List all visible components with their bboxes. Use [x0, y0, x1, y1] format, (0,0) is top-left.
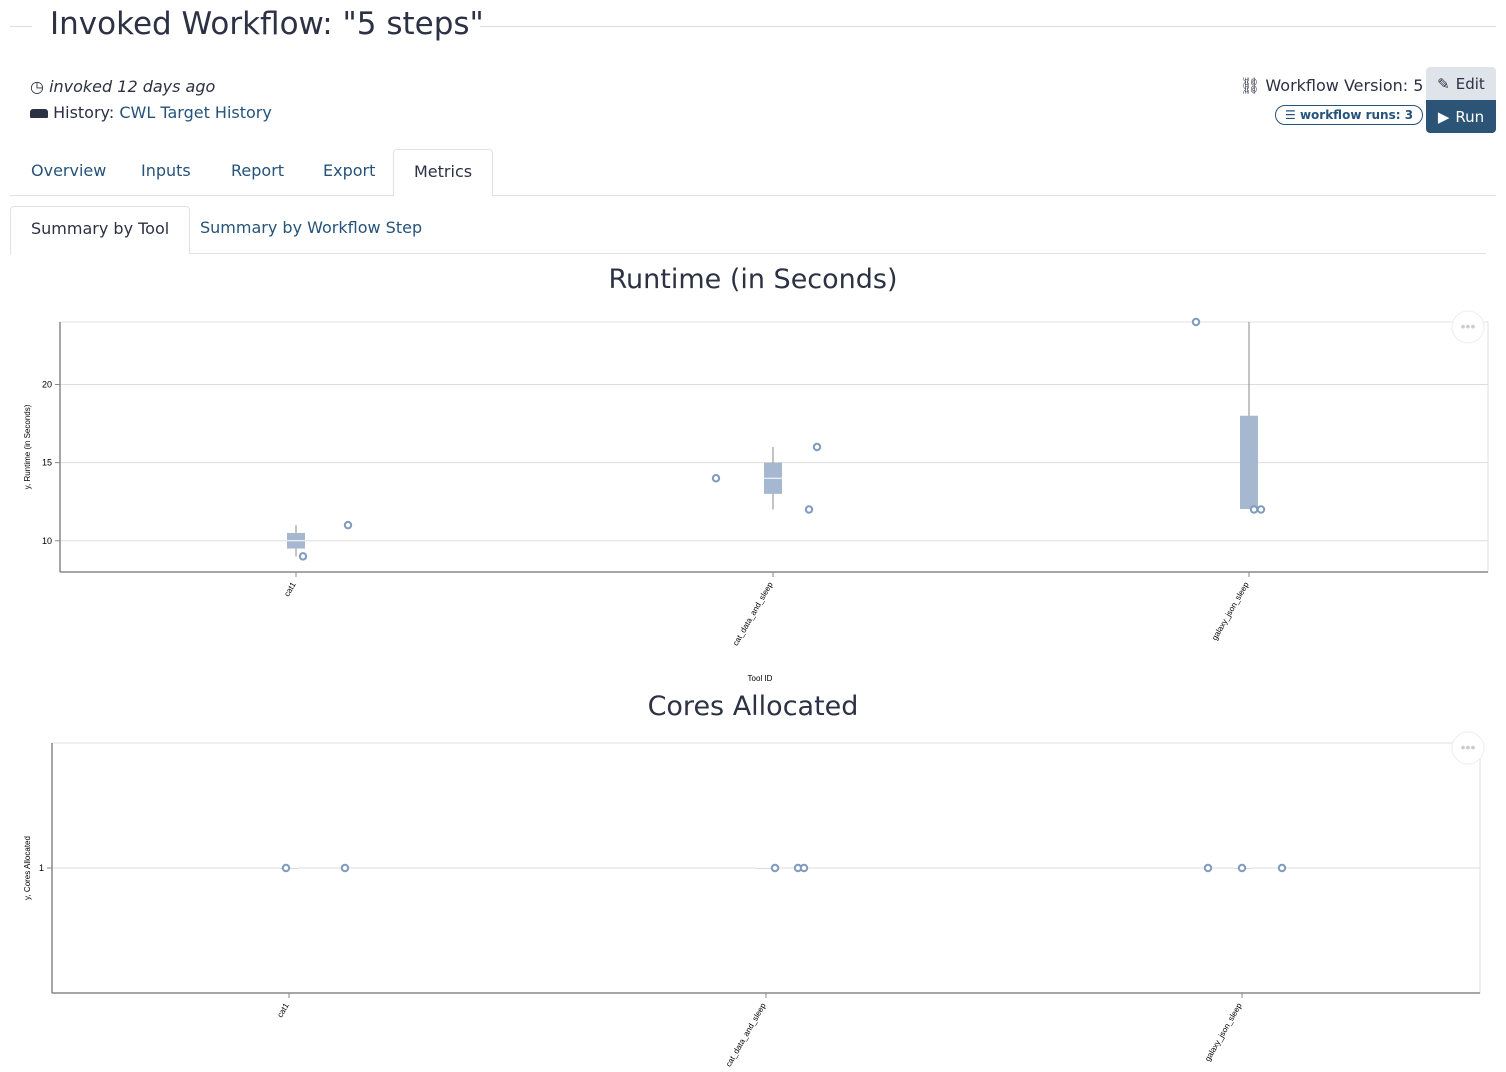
data-point: [1277, 863, 1287, 873]
runs-text: workflow runs: 3: [1299, 108, 1414, 122]
chart-menu-button[interactable]: [1451, 310, 1485, 344]
history-link[interactable]: CWL Target History: [119, 103, 272, 122]
x-tick-label: galaxy_json_sleep: [1210, 580, 1251, 642]
more-icon: •••: [1461, 739, 1476, 755]
chart-menu-button[interactable]: [1451, 731, 1485, 765]
divider: [10, 26, 32, 27]
data-point: [1249, 505, 1259, 514]
sitemap-icon: ⛓: [1240, 76, 1261, 95]
edit-icon: ✎: [1437, 74, 1450, 93]
subtabs-border: [10, 253, 1486, 254]
tab-export[interactable]: Export: [323, 161, 376, 180]
tab-report[interactable]: Report: [231, 161, 285, 180]
x-axis-label: Tool ID: [748, 674, 773, 683]
y-tick-label: 10: [42, 536, 52, 546]
history-label: History:: [53, 103, 115, 122]
invoked-info: ◷ invoked 12 days ago: [30, 77, 215, 96]
play-icon: ▶: [1437, 107, 1450, 126]
subtab-summary-by-tool[interactable]: Summary by Tool: [10, 206, 191, 255]
more-icon: •••: [1461, 318, 1476, 334]
x-tick-label: cat_data_and_sleep: [731, 580, 775, 647]
hdd-icon: [30, 109, 48, 118]
workflow-runs-badge[interactable]: ☰ workflow runs: 3: [1275, 105, 1424, 125]
version-text: Workflow Version: 5: [1265, 76, 1424, 95]
tab-overview[interactable]: Overview: [31, 161, 107, 180]
tabs-border: [10, 195, 1496, 196]
run-button[interactable]: ▶ Run: [1426, 100, 1496, 133]
subtab-summary-by-step[interactable]: Summary by Workflow Step: [200, 218, 423, 237]
box: [1240, 415, 1258, 510]
tab-metrics[interactable]: Metrics: [393, 149, 494, 197]
data-point: [343, 520, 353, 530]
x-tick-label: cat1: [275, 1001, 291, 1019]
data-point: [1203, 863, 1213, 873]
data-point: [298, 552, 308, 561]
plot-frame: [59, 321, 1489, 573]
data-point: [1191, 317, 1201, 327]
workflow-version: ⛓ Workflow Version: 5: [1240, 76, 1423, 95]
edit-label: Edit: [1455, 74, 1485, 93]
y-tick-label: 1: [39, 863, 44, 873]
y-tick-label: 20: [42, 380, 52, 390]
data-point: [711, 474, 721, 483]
edit-button[interactable]: ✎ Edit: [1426, 67, 1496, 100]
y-tick-label: 15: [42, 458, 52, 468]
data-point: [770, 863, 780, 873]
data-point: [340, 863, 350, 873]
y-axis-label: y, Runtime (in Seconds): [23, 404, 32, 489]
data-point: [804, 505, 814, 514]
x-tick-label: galaxy_json_sleep: [1203, 1001, 1244, 1063]
x-tick-label: cat1: [282, 580, 298, 598]
tab-inputs[interactable]: Inputs: [141, 161, 191, 180]
run-label: Run: [1455, 107, 1485, 126]
x-tick-label: cat_data_and_sleep: [724, 1001, 768, 1068]
invoked-text: invoked 12 days ago: [49, 77, 216, 96]
data-point: [1237, 863, 1247, 873]
chart-title-cores: Cores Allocated: [647, 691, 859, 722]
divider: [480, 26, 1496, 27]
data-point: [1256, 505, 1266, 514]
y-axis-label: y, Cores Allocated: [23, 836, 32, 900]
page-title: Invoked Workflow: "5 steps": [50, 6, 484, 42]
data-point: [799, 863, 809, 873]
data-point: [812, 442, 822, 452]
data-point: [281, 863, 291, 873]
list-icon: ☰: [1285, 108, 1296, 122]
history-info: History: CWL Target History: [30, 103, 272, 122]
clock-icon: ◷: [30, 77, 44, 96]
chart-title-runtime: Runtime (in Seconds): [608, 264, 898, 295]
